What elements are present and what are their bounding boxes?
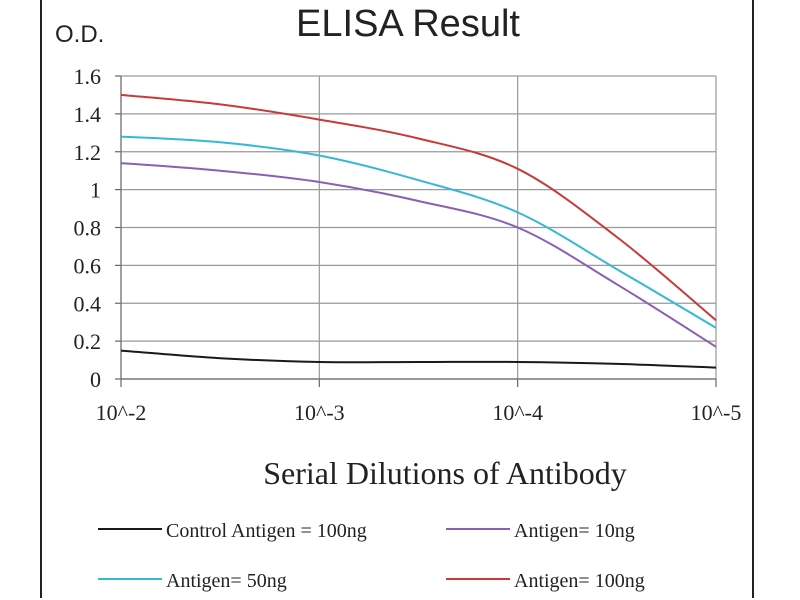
y-tick-label: 1.6 xyxy=(74,64,102,89)
y-tick-label: 0 xyxy=(90,367,101,392)
series-line-control-antigen-100ng xyxy=(120,349,717,369)
series-line-antigen-50ng xyxy=(120,135,717,329)
series-lines xyxy=(120,93,717,369)
series-line-antigen-10ng xyxy=(120,162,717,348)
chart-title: ELISA Result xyxy=(296,3,520,45)
axes xyxy=(115,75,717,387)
legend-label-antigen-100ng: Antigen= 100ng xyxy=(514,570,645,592)
y-tick-label: 1.4 xyxy=(74,102,102,127)
x-tick-label: 10^-3 xyxy=(294,400,345,425)
legend-label-control-antigen-100ng: Control Antigen = 100ng xyxy=(166,520,367,542)
y-tick-label: 0.2 xyxy=(74,329,102,354)
y-axis-label: O.D. xyxy=(55,21,104,48)
y-tick-label: 0.8 xyxy=(74,216,102,241)
x-tick-label: 10^-2 xyxy=(96,400,147,425)
tick-labels: 0 0.2 0.4 0.6 0.8 1 1.2 1.4 1.6 10^-2 10^-3 10^-4 10… xyxy=(74,64,742,425)
x-axis-label: Serial Dilutions of Antibody xyxy=(263,455,627,491)
chart-frame xyxy=(40,0,754,598)
x-tick-label: 10^-4 xyxy=(492,400,543,425)
legend: Control Antigen = 100ng Antigen= 10ng Anti… xyxy=(98,520,645,592)
y-tick-label: 1.2 xyxy=(74,140,102,165)
series-line-antigen-100ng xyxy=(120,93,717,322)
legend-label-antigen-10ng: Antigen= 10ng xyxy=(514,520,635,542)
y-tick-label: 0.4 xyxy=(74,291,102,316)
x-tick-label: 10^-5 xyxy=(691,400,742,425)
legend-label-antigen-50ng: Antigen= 50ng xyxy=(166,570,287,592)
y-tick-label: 0.6 xyxy=(74,253,102,278)
y-tick-label: 1 xyxy=(90,178,101,203)
grid xyxy=(121,75,717,379)
